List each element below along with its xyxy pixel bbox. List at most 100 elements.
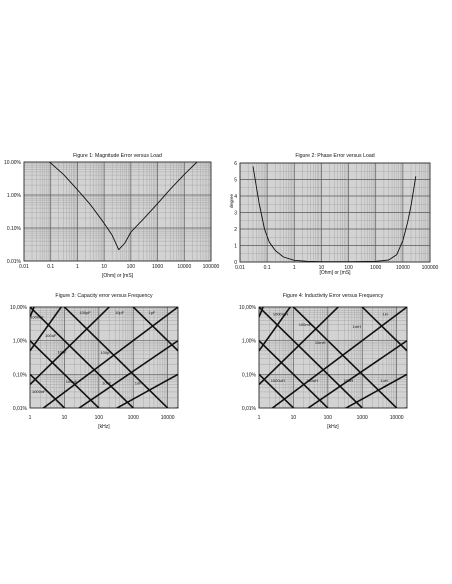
y-axis-label: degree [229, 193, 234, 208]
series-annotation: 1pF [148, 310, 155, 315]
series-annotation: 1000uH [271, 378, 285, 383]
x-tick-label: 100 [344, 265, 353, 271]
series-line [30, 373, 66, 408]
chart-title: Figure 2: Phase Error versus Load [295, 153, 374, 159]
series-line [252, 166, 417, 262]
series-line [259, 307, 340, 386]
y-tick-label: 6 [234, 161, 237, 167]
series-line [306, 340, 407, 408]
x-tick-label: 100000 [203, 264, 220, 270]
figure-3-capacity-error-chart: 1 10 100 1000 10000 10,00% 1,00% 0,10% 0,01% Figu… [10, 293, 179, 430]
series-line [259, 307, 292, 352]
series-line [30, 307, 111, 386]
x-axis-label: [Ohm] or [mS] [319, 270, 351, 276]
y-tick-label: 0,01% [242, 406, 257, 412]
plot-background [259, 307, 407, 408]
plot-frame [258, 306, 408, 409]
x-tick-label: 1000 [370, 265, 381, 271]
series-annotation: 10nF [102, 380, 112, 385]
x-tick-label: 1 [258, 415, 261, 421]
x-tick-label: 1000 [128, 415, 139, 421]
x-tick-label: 100 [324, 415, 333, 421]
x-tick-label: 0.1 [47, 264, 54, 270]
x-tick-label: 1 [293, 265, 296, 271]
series-annotation: 10mH [315, 340, 326, 345]
y-tick-label: 1,00% [242, 339, 257, 345]
series-line [30, 340, 101, 408]
series-annotation: 1000uF [30, 315, 44, 320]
series-line [259, 373, 295, 408]
x-tick-label: 100 [127, 264, 136, 270]
y-tick-label: 0.01% [7, 259, 22, 265]
series-annotation: 1mH [353, 324, 362, 329]
series-annotation: 100nF [66, 379, 78, 384]
y-tick-label: 2 [234, 227, 237, 233]
series-annotation: 1000mH [273, 312, 288, 317]
y-tick-label: 10,00% [10, 305, 28, 311]
plot-frame [29, 306, 179, 409]
x-tick-label: 1000 [152, 264, 163, 270]
x-tick-label: 10 [62, 415, 68, 421]
chart-title: Figure 1: Magnitude Error versus Load [73, 153, 162, 159]
series-annotation: 1nF [135, 380, 142, 385]
x-tick-label: 1000 [357, 415, 368, 421]
y-tick-label: 0,10% [13, 372, 28, 378]
series-annotation: 100uH [306, 378, 318, 383]
series-annotation: 1000nF [32, 389, 46, 394]
series-line [132, 307, 178, 352]
x-axis-label: [kHz] [98, 424, 110, 430]
series-group [49, 162, 198, 251]
y-tick-label: 1.00% [7, 193, 22, 199]
series-annotation: 10pF [115, 310, 125, 315]
series-annotation: 100mH [299, 322, 312, 327]
plot-frame [23, 161, 212, 262]
series-line [77, 340, 178, 408]
x-tick-label: 100 [95, 415, 104, 421]
y-tick-label: 5 [234, 178, 237, 184]
x-tick-label: 10 [291, 415, 297, 421]
x-tick-label: 1 [76, 264, 79, 270]
y-tick-label: 10,00% [239, 305, 257, 311]
series-annotation: 100uF [45, 333, 57, 338]
y-tick-label: 0,01% [13, 406, 28, 412]
figure-4-inductivity-error-chart: 1 10 100 1000 10000 10,00% 1,00% 0,10% 0,01% Figu… [239, 293, 408, 430]
y-tick-label: 10.00% [4, 160, 22, 166]
x-tick-label: 100000 [422, 265, 439, 271]
series-group [259, 307, 407, 408]
series-annotation: 100pF [79, 310, 91, 315]
x-tick-label: 0.01 [235, 265, 245, 271]
x-axis-label: [kHz] [327, 424, 339, 430]
chart-title: Figure 3: Capacity error versus Frequenc… [55, 293, 153, 299]
series-group [252, 166, 417, 262]
series-line [259, 340, 330, 408]
y-tick-label: 4 [234, 194, 237, 200]
series-line [344, 373, 407, 408]
series-line [361, 307, 407, 352]
plot-background [30, 307, 178, 408]
figure-1-magnitude-error-chart: 0.01 0.1 1 10 100 1000 10000 100000 10.00% 1.00% 0… [4, 153, 220, 279]
y-tick-label: 1 [234, 244, 237, 250]
series-annotation: 10uH [344, 378, 354, 383]
series-annotation: 1H [382, 312, 387, 317]
x-tick-label: 1 [29, 415, 32, 421]
figure-2-phase-error-chart: 0.01 0.1 1 10 100 1000 10000 1000006543210Figur… [229, 153, 439, 276]
series-line [30, 307, 63, 352]
x-tick-label: 0.1 [264, 265, 271, 271]
series-line [63, 307, 169, 408]
series-annotation: 10uF [57, 349, 67, 354]
series-line [271, 307, 407, 408]
x-tick-label: 0.01 [19, 264, 29, 270]
y-tick-label: 3 [234, 211, 237, 217]
series-line [42, 307, 178, 408]
series-line [49, 162, 198, 251]
y-tick-label: 1,00% [13, 339, 28, 345]
x-tick-label: 10000 [396, 265, 410, 271]
x-tick-label: 10000 [390, 415, 404, 421]
series-annotation: 1uH [380, 378, 387, 383]
x-tick-label: 10 [101, 264, 107, 270]
y-tick-label: 0,10% [242, 372, 257, 378]
y-tick-label: 0.10% [7, 226, 22, 232]
x-tick-label: 10000 [161, 415, 175, 421]
series-line [292, 307, 398, 408]
